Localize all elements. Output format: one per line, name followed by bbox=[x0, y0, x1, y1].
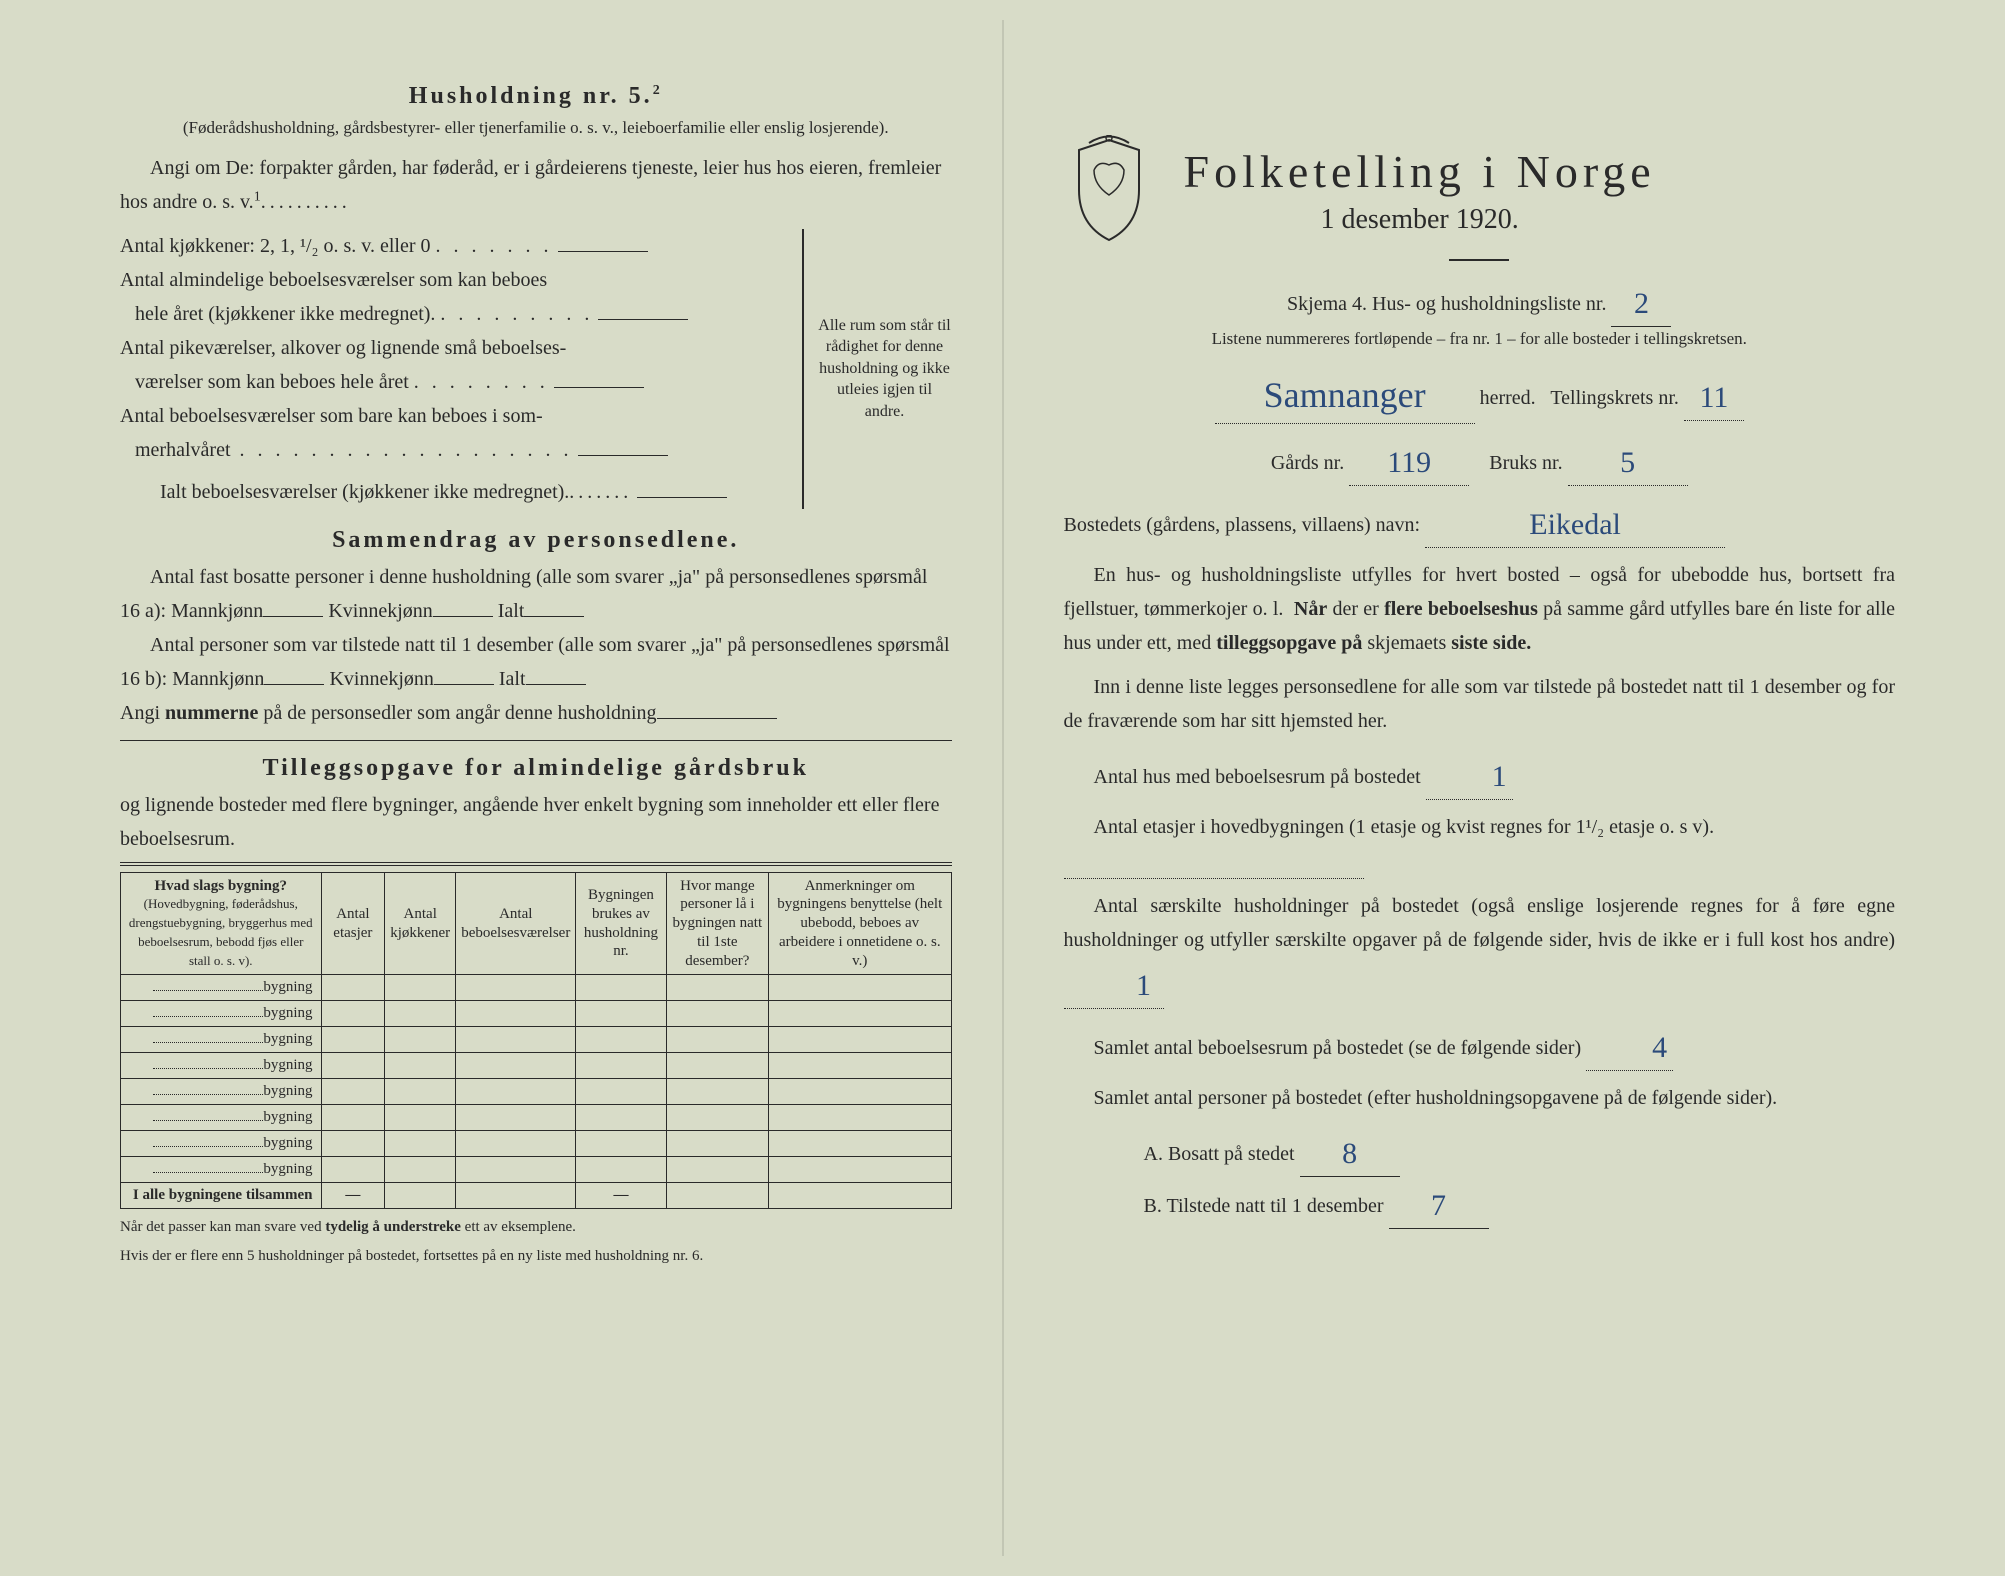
summer-rooms-line: Antal beboelsesværelser som bare kan beb… bbox=[120, 399, 802, 467]
th-etasjer: Antal etasjer bbox=[321, 872, 385, 975]
fast-bosatte-line: Antal fast bosatte personer i denne hush… bbox=[120, 560, 952, 628]
angi-line: Angi om De: forpakter gården, har føderå… bbox=[120, 151, 952, 219]
gards-line: Gårds nr. 119 Bruks nr. 5 bbox=[1064, 434, 1896, 486]
table-body: bygning bygning bygning bygning bygning … bbox=[121, 975, 952, 1209]
th-personer: Hvor mange personer lå i bygningen natt … bbox=[666, 872, 768, 975]
table-row: bygning bbox=[121, 1001, 952, 1027]
tillegg-sub: og lignende bosteder med flere bygninger… bbox=[120, 788, 952, 856]
para-1: En hus- og husholdningsliste utfylles fo… bbox=[1064, 558, 1896, 660]
skjema-nr: 2 bbox=[1634, 278, 1649, 329]
herred-line: Samnanger herred. Tellingskrets nr. 11 bbox=[1064, 362, 1896, 424]
table-row: bygning bbox=[121, 975, 952, 1001]
krets-nr: 11 bbox=[1699, 372, 1728, 423]
rooms-year-line: Antal almindelige beboelsesværelser som … bbox=[120, 263, 802, 331]
table-row: bygning bbox=[121, 1105, 952, 1131]
table-row: bygning bbox=[121, 1053, 952, 1079]
b-val: 7 bbox=[1431, 1180, 1446, 1231]
th-anmerk: Anmerkninger om bygningens benyttelse (h… bbox=[769, 872, 951, 975]
coat-of-arms-icon bbox=[1064, 135, 1154, 245]
dots: .......... bbox=[261, 191, 351, 213]
husholdninger-val: 1 bbox=[1106, 960, 1151, 1011]
footnote-2: Hvis der er flere enn 5 husholdninger på… bbox=[120, 1246, 952, 1266]
main-title: Folketelling i Norge bbox=[1184, 145, 1656, 198]
angi-sup: 1 bbox=[254, 189, 261, 204]
left-page: Husholdning nr. 5.2 (Føderådshusholdning… bbox=[20, 20, 1002, 1556]
hh-title-sup: 2 bbox=[653, 83, 663, 98]
hh-paren: (Føderådshusholdning, gårdsbestyrer- ell… bbox=[120, 116, 952, 141]
samlet-rum-line: Samlet antal beboelsesrum på bostedet (s… bbox=[1064, 1019, 1896, 1071]
a-line: A. Bosatt på stedet 8 bbox=[1064, 1125, 1896, 1177]
maid-rooms-line: Antal pikeværelser, alkover og lignende … bbox=[120, 331, 802, 399]
sub-title: 1 desember 1920. bbox=[1184, 204, 1656, 236]
samlet-pers-line: Samlet antal personer på bostedet (efter… bbox=[1064, 1081, 1896, 1115]
footnote-1: Når det passer kan man svare ved tydelig… bbox=[120, 1217, 952, 1237]
th-vaerelser: Antal beboelsesværelser bbox=[456, 872, 576, 975]
skjema-line: Skjema 4. Hus- og husholdningsliste nr. … bbox=[1064, 275, 1896, 327]
right-page: Folketelling i Norge 1 desember 1920. Sk… bbox=[1004, 20, 1986, 1556]
kitchens-line: Antal kjøkkener: 2, 1, ¹/₂ o. s. v. elle… bbox=[120, 229, 802, 263]
th-kjokkener: Antal kjøkkener bbox=[385, 872, 456, 975]
gards-nr: 119 bbox=[1387, 437, 1431, 488]
brace-note: Alle rum som står til rådighet for denne… bbox=[802, 229, 952, 509]
hh-title: Husholdning nr. 5.2 bbox=[120, 83, 952, 110]
antal-hus-val: 1 bbox=[1462, 751, 1507, 802]
table-row: bygning bbox=[121, 1157, 952, 1183]
total-rooms-line: Ialt beboelsesværelser (kjøkkener ikke m… bbox=[120, 475, 802, 509]
table-row: bygning bbox=[121, 1079, 952, 1105]
sammendrag-title: Sammendrag av personsedlene. bbox=[120, 527, 952, 554]
table-total-row: I alle bygningene tilsammen—— bbox=[121, 1183, 952, 1209]
table-row: bygning bbox=[121, 1027, 952, 1053]
tilstede-line: Antal personer som var tilstede natt til… bbox=[120, 628, 952, 696]
title-row: Folketelling i Norge 1 desember 1920. bbox=[1064, 135, 1896, 245]
hh-title-text: Husholdning nr. 5. bbox=[409, 83, 653, 109]
document-spread: Husholdning nr. 5.2 (Føderådshusholdning… bbox=[20, 20, 1985, 1556]
th-type: Hvad slags bygning?(Hovedbygning, føderå… bbox=[121, 872, 322, 975]
herred-value: Samnanger bbox=[1264, 365, 1426, 426]
a-val: 8 bbox=[1342, 1128, 1357, 1179]
samlet-rum-val: 4 bbox=[1622, 1022, 1667, 1073]
th-brukes: Bygningen brukes av husholdning nr. bbox=[576, 872, 666, 975]
antal-hus-line: Antal hus med beboelsesrum på bostedet 1 bbox=[1064, 748, 1896, 800]
bosted-value: Eikedal bbox=[1529, 499, 1621, 550]
table-header-row: Hvad slags bygning?(Hovedbygning, føderå… bbox=[121, 872, 952, 975]
rule bbox=[120, 740, 952, 741]
rooms-block: Antal kjøkkener: 2, 1, ¹/₂ o. s. v. elle… bbox=[120, 229, 952, 509]
para-2: Inn i denne liste legges personsedlene f… bbox=[1064, 670, 1896, 738]
etasjer-line: Antal etasjer i hovedbygningen (1 etasje… bbox=[1064, 810, 1896, 879]
divider bbox=[1449, 259, 1509, 261]
tillegg-title: Tilleggsopgave for almindelige gårdsbruk bbox=[120, 755, 952, 782]
husholdninger-line: Antal særskilte husholdninger på bostede… bbox=[1064, 889, 1896, 1009]
b-line: B. Tilstede natt til 1 desember 7 bbox=[1064, 1177, 1896, 1229]
angi-nummerne-line: Angi nummerne på de personsedler som ang… bbox=[120, 696, 952, 730]
bruks-nr: 5 bbox=[1620, 437, 1635, 488]
bygning-table: Hvad slags bygning?(Hovedbygning, føderå… bbox=[120, 872, 952, 1210]
angi-text: Angi om De: forpakter gården, har føderå… bbox=[120, 157, 941, 213]
rule-double bbox=[120, 862, 952, 866]
listene-note: Listene nummereres fortløpende – fra nr.… bbox=[1064, 327, 1896, 352]
bosted-line: Bostedets (gårdens, plassens, villaens) … bbox=[1064, 496, 1896, 548]
table-row: bygning bbox=[121, 1131, 952, 1157]
